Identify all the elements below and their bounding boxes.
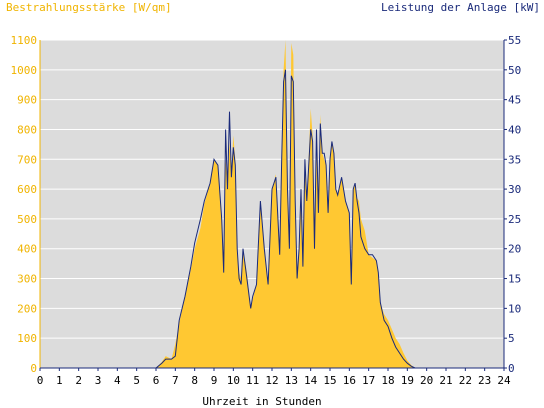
tick-labels: 0100200300400500600700800900100011000510… [11,34,522,387]
left-tick-label: 900 [17,94,37,107]
left-tick-label: 400 [17,243,37,256]
x-tick-label: 4 [114,374,121,387]
axes [39,39,507,371]
x-tick-label: 15 [323,374,336,387]
right-axis-title: Leistung der Anlage [kW] [381,1,540,14]
x-tick-label: 20 [420,374,433,387]
irradiance-area [40,40,504,368]
x-tick-label: 16 [343,374,356,387]
x-tick-label: 11 [246,374,259,387]
left-axis-title: Bestrahlungsstärke [W/qm] [6,1,172,14]
x-tick-label: 13 [285,374,298,387]
left-tick-label: 200 [17,302,37,315]
x-tick-label: 7 [172,374,179,387]
x-tick-label: 12 [265,374,278,387]
right-tick-label: 30 [508,183,521,196]
x-tick-label: 10 [227,374,240,387]
right-tick-label: 20 [508,243,521,256]
left-tick-label: 0 [30,362,37,375]
x-axis-title: Uhrzeit in Stunden [202,395,321,408]
left-tick-label: 1000 [11,64,38,77]
x-tick-label: 24 [497,374,511,387]
x-tick-label: 1 [56,374,63,387]
right-tick-label: 35 [508,153,521,166]
x-tick-label: 0 [37,374,44,387]
x-tick-label: 22 [459,374,472,387]
x-tick-label: 9 [211,374,218,387]
right-tick-label: 50 [508,64,521,77]
power-line [40,69,504,369]
x-tick-label: 2 [75,374,82,387]
x-tick-label: 23 [478,374,491,387]
left-tick-label: 1100 [11,34,38,47]
right-tick-label: 0 [508,362,515,375]
x-tick-label: 18 [381,374,394,387]
left-tick-label: 300 [17,273,37,286]
x-tick-label: 21 [439,374,452,387]
right-tick-label: 45 [508,94,521,107]
left-tick-label: 100 [17,332,37,345]
x-tick-label: 19 [401,374,414,387]
x-tick-label: 17 [362,374,375,387]
left-tick-label: 500 [17,213,37,226]
series-layer [40,40,504,369]
right-tick-label: 5 [508,332,515,345]
x-tick-label: 5 [133,374,140,387]
x-tick-label: 6 [153,374,160,387]
right-tick-label: 55 [508,34,521,47]
right-tick-label: 10 [508,302,521,315]
right-tick-label: 40 [508,123,521,136]
x-tick-label: 14 [304,374,318,387]
x-tick-label: 8 [191,374,198,387]
x-tick-label: 3 [95,374,102,387]
left-tick-label: 600 [17,183,37,196]
right-tick-label: 25 [508,213,521,226]
left-tick-label: 700 [17,153,37,166]
left-tick-label: 800 [17,123,37,136]
right-tick-label: 15 [508,273,521,286]
